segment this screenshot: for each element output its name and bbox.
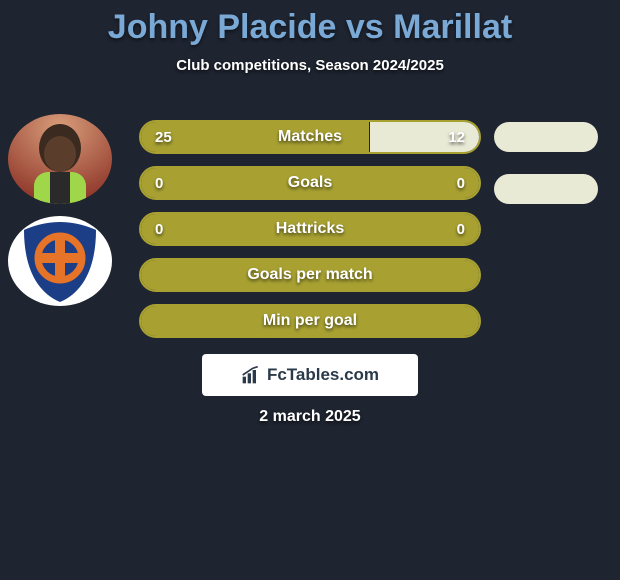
chart-icon	[241, 365, 261, 385]
stat-value-player1: 25	[155, 129, 172, 146]
page-title: Johny Placide vs Marillat	[0, 0, 620, 47]
stat-value-player2: 0	[457, 175, 465, 192]
stat-row: 25 Matches 12	[139, 120, 481, 154]
club-badge-icon	[8, 216, 112, 306]
stat-value-player1: 0	[155, 221, 163, 238]
stat-label: Min per goal	[263, 312, 357, 330]
date-label: 2 march 2025	[0, 408, 620, 426]
legend-pill-player1	[494, 122, 598, 152]
stat-value-player1: 0	[155, 175, 163, 192]
stat-value-player2: 0	[457, 221, 465, 238]
player2-club-badge	[8, 216, 112, 306]
stat-row: 0 Goals 0	[139, 166, 481, 200]
stat-row: Min per goal	[139, 304, 481, 338]
legend-pills	[494, 122, 598, 226]
avatars-column	[8, 114, 112, 318]
avatar-placeholder-icon	[8, 114, 112, 204]
branding-text: FcTables.com	[267, 365, 379, 385]
stat-row: 0 Hattricks 0	[139, 212, 481, 246]
branding-badge: FcTables.com	[202, 354, 418, 396]
stat-label: Goals per match	[247, 266, 372, 284]
legend-pill-player2	[494, 174, 598, 204]
stat-label: Goals	[288, 174, 332, 192]
player1-avatar	[8, 114, 112, 204]
subtitle: Club competitions, Season 2024/2025	[0, 57, 620, 74]
stat-rows: 25 Matches 12 0 Goals 0 0 Hattricks 0 Goals per m…	[139, 120, 481, 350]
stat-value-player2: 12	[448, 129, 465, 146]
stat-label: Matches	[278, 128, 342, 146]
stat-label: Hattricks	[276, 220, 344, 238]
stat-row: Goals per match	[139, 258, 481, 292]
